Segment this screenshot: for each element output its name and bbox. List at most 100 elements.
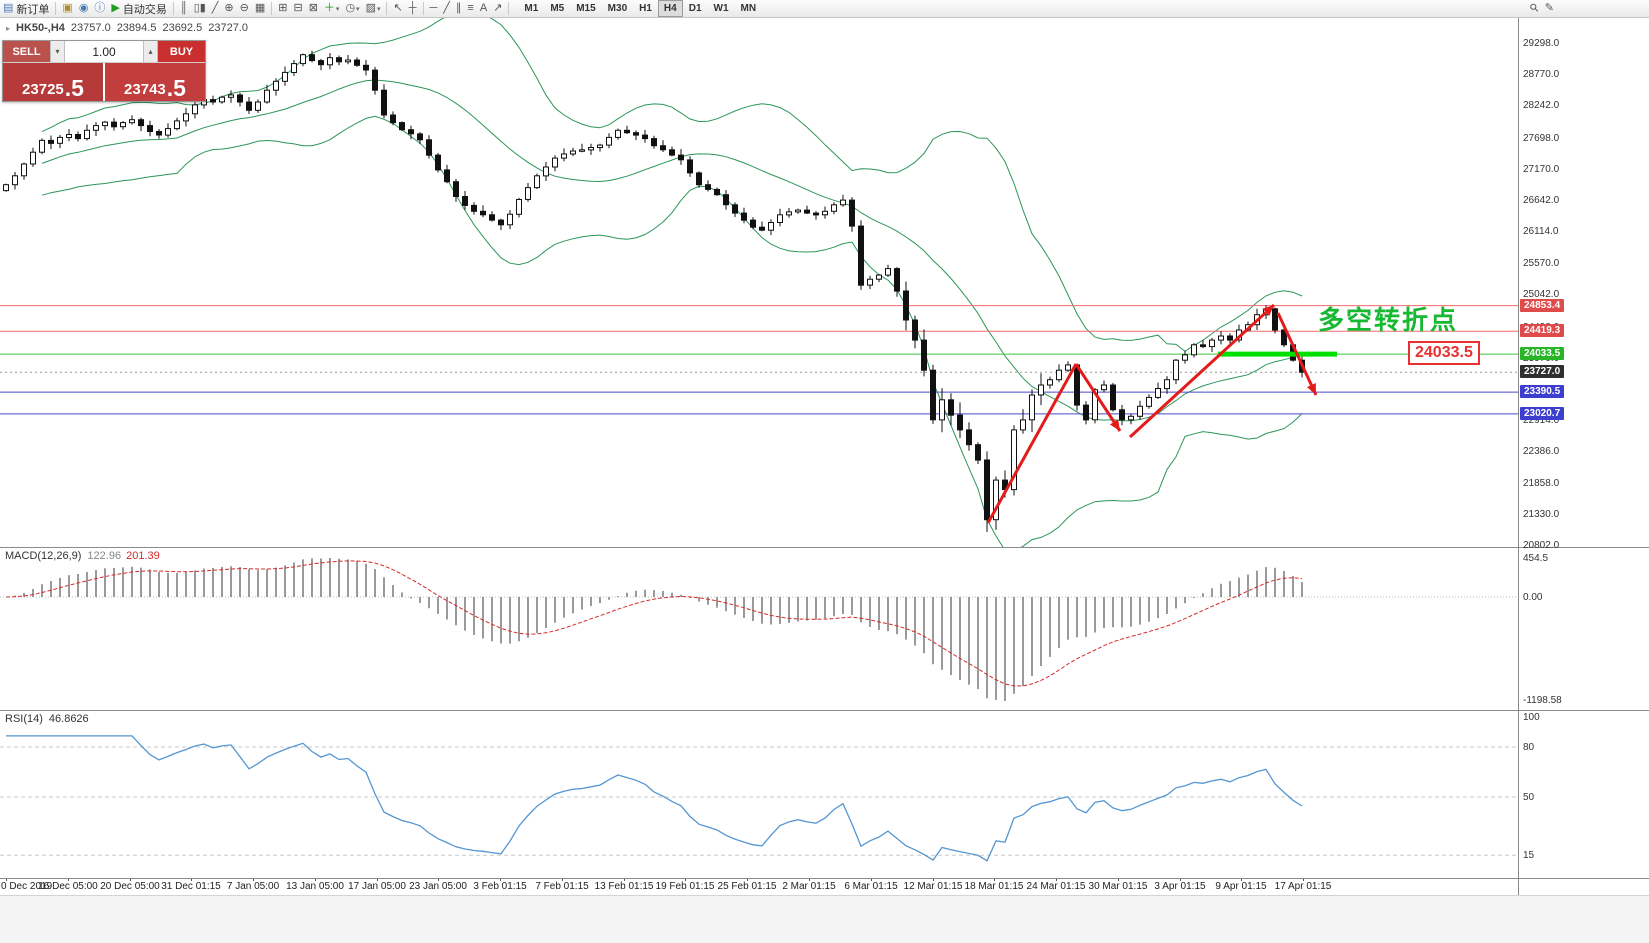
cascade-windows-icon[interactable]: ⊟ [290, 1, 305, 16]
search-icon[interactable]: ⚲ [1527, 1, 1542, 16]
profiles-icon[interactable]: ◉ [76, 1, 92, 16]
macd-axis-max: 454.5 [1523, 553, 1549, 564]
zoom-in-icon: ⊕ [224, 2, 234, 14]
bid-price-button[interactable]: 23725.5 [3, 63, 105, 101]
macd-panel[interactable] [0, 547, 1518, 710]
bars-chart-icon[interactable]: ║ [177, 1, 191, 16]
time-tick [685, 878, 686, 881]
caret-down-icon: ▾ [356, 5, 360, 13]
price-tick: 22386.0 [1523, 446, 1560, 458]
cursor-tool-icon[interactable]: ↖ [390, 1, 405, 16]
rsi-axis-label: 80 [1523, 742, 1535, 753]
timeframe-button-d1[interactable]: D1 [688, 3, 702, 14]
charts-window-icon[interactable]: ▣ [59, 1, 75, 16]
time-tick [130, 878, 131, 881]
price-tick: 26114.0 [1523, 226, 1559, 238]
fibonacci-tool-icon: ≡ [467, 2, 474, 14]
quote-bar: ▸ HK50-,H4 23757.0 23894.5 23692.5 23727… [6, 22, 254, 34]
price-tick: 29298.0 [1523, 38, 1560, 49]
periods-button[interactable]: ◷ ▾ [342, 1, 362, 16]
timeframe-button-m15[interactable]: M15 [576, 3, 596, 14]
price-annotation-box: 24033.5 [1408, 341, 1480, 365]
price-badge: 24419.3 [1520, 324, 1565, 338]
cascade-windows-icon: ⊟ [293, 2, 303, 14]
arrow-tool-icon[interactable]: ↗ [490, 1, 505, 16]
timeframe-button-m5[interactable]: M5 [550, 3, 565, 14]
search-icon: ⚲ [1527, 1, 1542, 16]
channel-tool-icon[interactable]: ∥ [453, 1, 465, 16]
price-tick: 25570.0 [1523, 258, 1560, 270]
price-badge: 23390.5 [1520, 385, 1565, 399]
time-tick [1056, 878, 1057, 881]
volume-increase-button[interactable]: ▴ [143, 41, 158, 62]
line-chart-icon: ╱ [211, 2, 219, 14]
zoom-out-icon[interactable]: ⊖ [237, 1, 252, 16]
buy-button[interactable]: BUY [158, 41, 205, 62]
crosshair-tool-icon[interactable]: ┼ [406, 1, 420, 16]
periods-icon: ◷ [345, 2, 356, 14]
price-axis[interactable]: 29298.0 28770.0 28242.0 27698.0 27170.0 26642… [1519, 0, 1649, 895]
timeframe-button-h4[interactable]: H4 [657, 0, 683, 17]
timeframe-button-h1[interactable]: H1 [639, 3, 652, 14]
time-label: 3 Feb 01:15 [473, 881, 527, 892]
timeframe-button-w1[interactable]: W1 [713, 3, 729, 14]
time-tick [191, 878, 192, 881]
zoom-in-icon[interactable]: ⊕ [221, 1, 236, 16]
line-chart-icon[interactable]: ╱ [209, 1, 222, 16]
fibonacci-tool-icon[interactable]: ≡ [464, 1, 476, 16]
main-chart[interactable] [0, 8, 1518, 552]
new-order-button[interactable]: ▤ 新订单 [0, 1, 52, 16]
time-tick [315, 878, 316, 881]
time-label: 17 Jan 05:00 [348, 881, 406, 892]
candles-chart-icon[interactable]: ▯▮ [191, 1, 209, 16]
caret-down-icon: ▾ [335, 5, 340, 13]
time-tick [500, 878, 501, 881]
time-label: 13 Jan 05:00 [286, 881, 344, 892]
price-tick: 21330.0 [1523, 508, 1560, 520]
volume-input[interactable] [65, 41, 143, 62]
trendline-tool-icon[interactable]: ╱ [440, 1, 453, 16]
time-label: 16 Dec 05:00 [38, 881, 98, 892]
time-label: 13 Feb 01:15 [594, 881, 654, 892]
indicators-button[interactable]: ＋ ▾ [321, 1, 343, 16]
info-icon[interactable]: ⓘ [91, 1, 108, 16]
time-label: 25 Feb 01:15 [717, 881, 777, 892]
grid-icon[interactable]: ▦ [252, 1, 268, 16]
time-label: 0 Dec 2019 [1, 881, 53, 892]
time-label: 3 Apr 01:15 [1154, 881, 1206, 892]
text-tool-icon[interactable]: A [477, 1, 490, 16]
new-order-icon: ▤ [3, 2, 14, 14]
time-label: 17 Apr 01:15 [1274, 881, 1332, 892]
quote-low: 23692.5 [162, 22, 203, 34]
autotrade-button-label: 自动交易 [122, 3, 167, 16]
bid-main: 23725 [22, 81, 64, 98]
time-label: 7 Feb 01:15 [535, 881, 589, 892]
bid-pips: .5 [64, 75, 84, 101]
volume-decrease-button[interactable]: ▾ [50, 41, 65, 62]
time-tick [871, 878, 872, 881]
hline-tool-icon[interactable]: ─ [427, 1, 441, 16]
tile-windows-icon[interactable]: ⊞ [275, 1, 290, 16]
quote-expand-icon[interactable]: ▸ [6, 23, 11, 33]
timeframe-button-m30[interactable]: M30 [607, 3, 628, 14]
panel-separator[interactable] [0, 710, 1649, 711]
panel-separator[interactable] [0, 547, 1649, 548]
time-axis[interactable]: 0 Dec 2019 16 Dec 05:00 20 Dec 05:00 31 Dec… [0, 878, 1649, 895]
edit-icon[interactable]: ✎ [1542, 1, 1557, 16]
autotrade-button[interactable]: ▶ 自动交易 [108, 1, 169, 16]
templates-button[interactable]: ▨ ▾ [363, 1, 384, 16]
quote-high: 23894.5 [116, 22, 157, 34]
ask-price-button[interactable]: 23743.5 [105, 63, 205, 101]
timeframe-button-m1[interactable]: M1 [524, 3, 539, 14]
indicators-icon: ＋ [323, 2, 335, 14]
ask-main: 23743 [124, 81, 166, 98]
arrange-windows-icon[interactable]: ⊠ [306, 1, 321, 16]
timeframe-button-mn[interactable]: MN [740, 3, 757, 14]
time-label: 30 Mar 01:15 [1088, 881, 1148, 892]
rsi-panel[interactable] [0, 710, 1518, 878]
zoom-out-icon: ⊖ [239, 2, 249, 14]
price-tick: 25042.0 [1523, 289, 1560, 301]
price-tick: 21858.0 [1523, 477, 1560, 489]
sell-button[interactable]: SELL [3, 41, 50, 62]
time-label: 6 Mar 01:15 [844, 881, 898, 892]
